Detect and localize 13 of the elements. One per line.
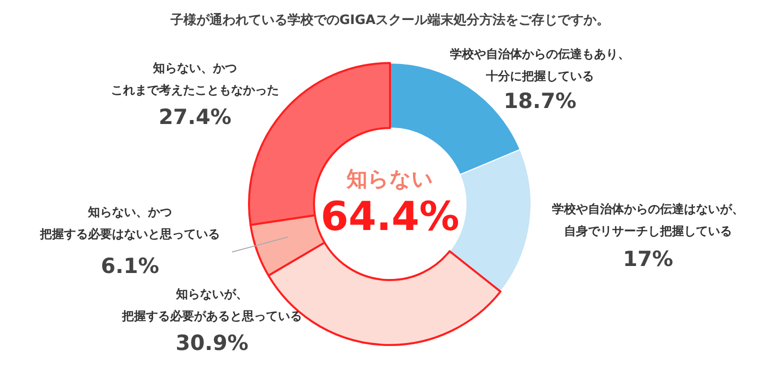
- text: 知らない: [346, 167, 434, 191]
- data-label: 6.1%: [100, 254, 160, 278]
- slice-label: 知らないが、把握する必要があると思っている: [121, 287, 302, 323]
- slice-label: 知らない、かつ把握する必要はないと思っている: [39, 205, 220, 241]
- text: 64.4%: [320, 194, 460, 240]
- chart-title: 子様が通われている学校でのGIGAスクール端末処分方法をご存じですか。: [169, 12, 610, 28]
- data-label: 17%: [622, 247, 674, 271]
- data-label: 18.7%: [504, 89, 576, 113]
- data-label: 30.9%: [176, 331, 248, 355]
- slice-label: 学校や自治体からの伝達はないが、自身でリサーチし把握している: [552, 202, 744, 238]
- slice-label: 学校や自治体からの伝達もあり、十分に把握している: [450, 47, 630, 83]
- data-label: 27.4%: [158, 105, 232, 129]
- slice-label: 知らない、かつこれまで考えたこともなかった: [111, 61, 279, 97]
